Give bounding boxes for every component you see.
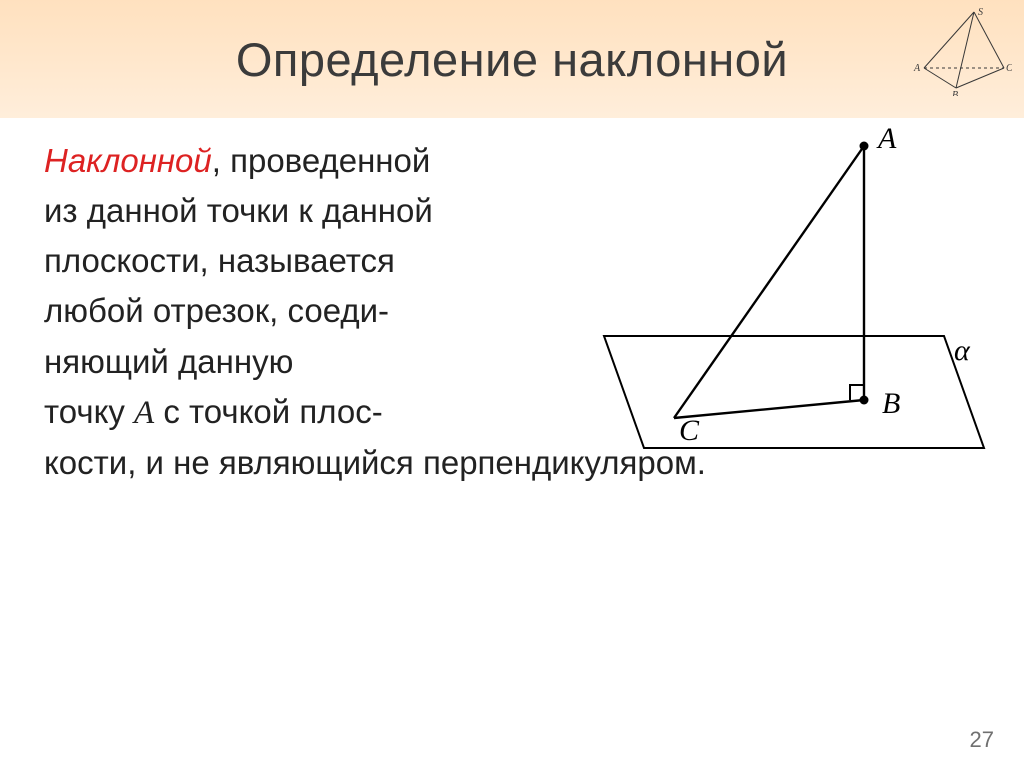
- text-l2: из данной точки к данной: [44, 192, 433, 229]
- slide-number: 27: [970, 727, 994, 753]
- svg-text:A: A: [913, 63, 921, 74]
- text-l4: любой отрезок, соеди-: [44, 292, 389, 329]
- term-highlight: Наклонной: [44, 142, 212, 179]
- text-l3: плоскости, называется: [44, 242, 395, 279]
- text-l1b: , проведенной: [212, 142, 431, 179]
- svg-text:C: C: [1006, 63, 1012, 74]
- svg-text:B: B: [882, 387, 900, 420]
- svg-text:α: α: [954, 334, 971, 367]
- svg-text:S: S: [978, 7, 983, 18]
- pyramid-icon: S A B C: [912, 6, 1012, 96]
- title-band: Определение наклонной S A B C: [0, 0, 1024, 118]
- text-l6a: точку: [44, 393, 134, 430]
- text-l6var: А: [134, 395, 154, 431]
- content-area: Наклонной, проведенной из данной точки к…: [0, 118, 1024, 488]
- slide-title: Определение наклонной: [236, 32, 788, 87]
- text-l5: няющий данную: [44, 343, 293, 380]
- svg-text:C: C: [679, 414, 700, 447]
- svg-text:B: B: [952, 90, 958, 96]
- text-l6b: с точкой плос-: [154, 393, 383, 430]
- geometry-diagram: A B Cα: [534, 118, 1004, 458]
- svg-text:A: A: [876, 122, 897, 155]
